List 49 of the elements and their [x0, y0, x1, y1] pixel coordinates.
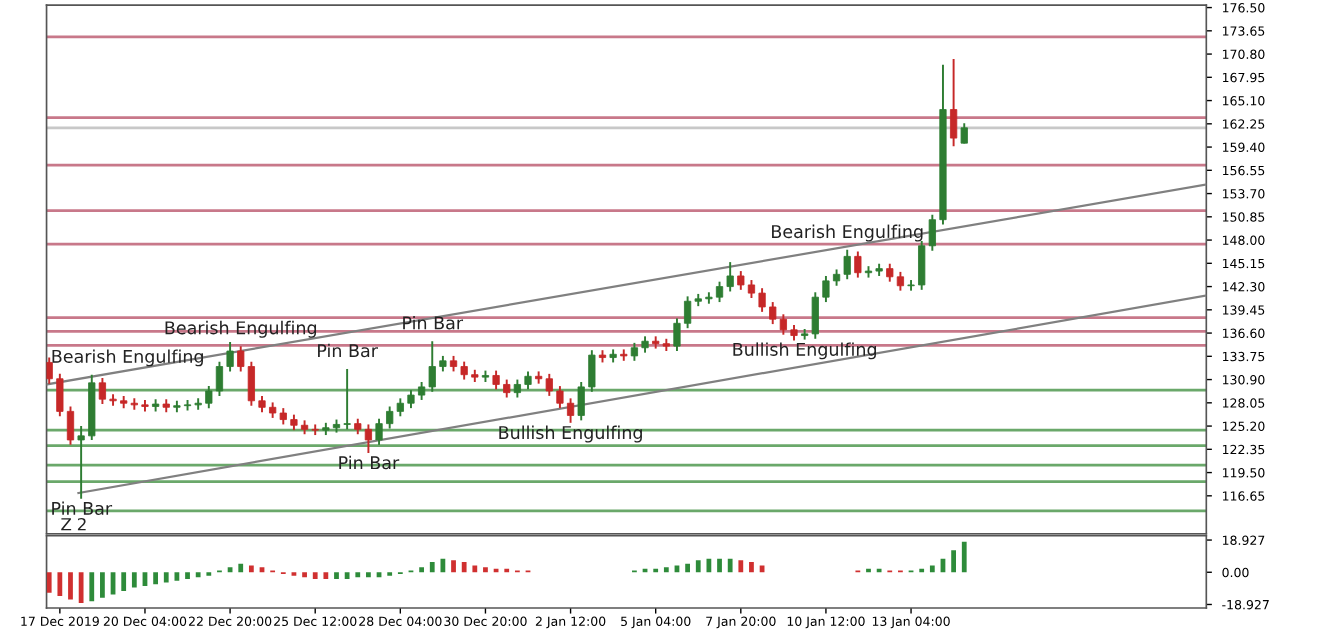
bar [738, 560, 744, 573]
annotation: Z [61, 518, 72, 531]
bar [68, 572, 73, 600]
bar [451, 560, 456, 573]
bar [131, 572, 137, 588]
bar [312, 572, 318, 580]
bar [238, 563, 244, 573]
candlestick [854, 250, 862, 279]
annotation: Pin Bar [318, 343, 378, 358]
bar [323, 572, 329, 580]
bar [185, 572, 190, 580]
bar [366, 572, 371, 578]
bar [706, 558, 712, 573]
bar [695, 560, 701, 573]
bar [174, 572, 180, 581]
bar [344, 572, 350, 580]
bar [46, 572, 52, 593]
annotation: Bearish Engulfing [52, 349, 203, 367]
bar [440, 558, 446, 573]
bar [961, 541, 967, 573]
bar [100, 572, 105, 598]
annotation: 2 [77, 517, 86, 531]
bar [248, 565, 254, 573]
bar [472, 565, 478, 573]
candlestick [950, 57, 958, 148]
bar [929, 565, 935, 573]
annotation: Bullish Engulfing [733, 342, 877, 360]
bar [334, 572, 339, 580]
bar [717, 558, 722, 573]
bar [163, 572, 169, 583]
bar [483, 567, 488, 573]
bar [749, 562, 754, 573]
bar [429, 562, 435, 573]
bar [727, 558, 733, 573]
bar [121, 572, 127, 591]
bar [89, 572, 95, 602]
candlestick [960, 122, 968, 145]
bar [951, 550, 956, 573]
bar [78, 572, 84, 603]
bar [419, 567, 424, 573]
bar [461, 562, 467, 573]
bar [685, 563, 690, 573]
bar [57, 572, 63, 597]
annotation: Bearish Engulfing [772, 224, 923, 242]
bar [153, 572, 158, 585]
bar [663, 567, 669, 573]
bar [195, 572, 201, 578]
bar [355, 572, 361, 578]
bar [302, 572, 307, 578]
